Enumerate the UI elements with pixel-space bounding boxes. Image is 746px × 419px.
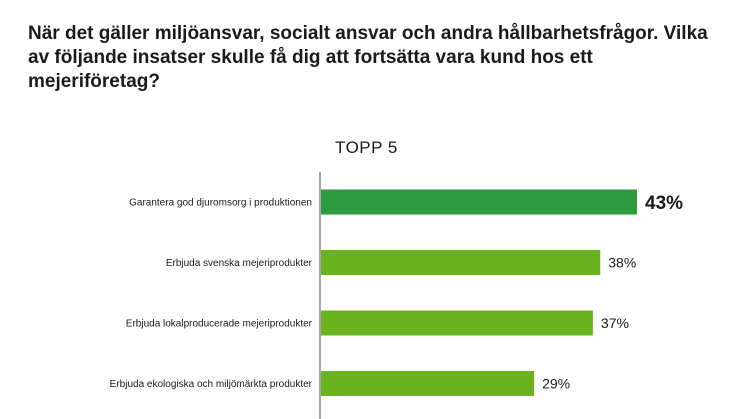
bar — [321, 310, 593, 336]
category-label: Erbjuda lokalproducerade mejeriprodukter — [126, 319, 313, 330]
data-label: 29% — [542, 376, 570, 392]
category-label: Erbjuda svenska mejeriprodukter — [166, 258, 313, 269]
data-label: 37% — [601, 315, 629, 331]
chart-subtitle: TOPP 5 — [335, 138, 398, 157]
bar — [321, 250, 601, 275]
bar — [321, 189, 637, 215]
category-label: Garantera god djuromsorg i produktionen — [129, 198, 312, 209]
data-label: 43% — [645, 193, 683, 214]
bar — [321, 371, 535, 396]
question-heading: När det gäller miljöansvar, socialt ansv… — [28, 23, 708, 92]
category-label: Erbjuda ekologiska och miljömärkta produ… — [110, 379, 313, 390]
data-label: 38% — [608, 255, 636, 271]
